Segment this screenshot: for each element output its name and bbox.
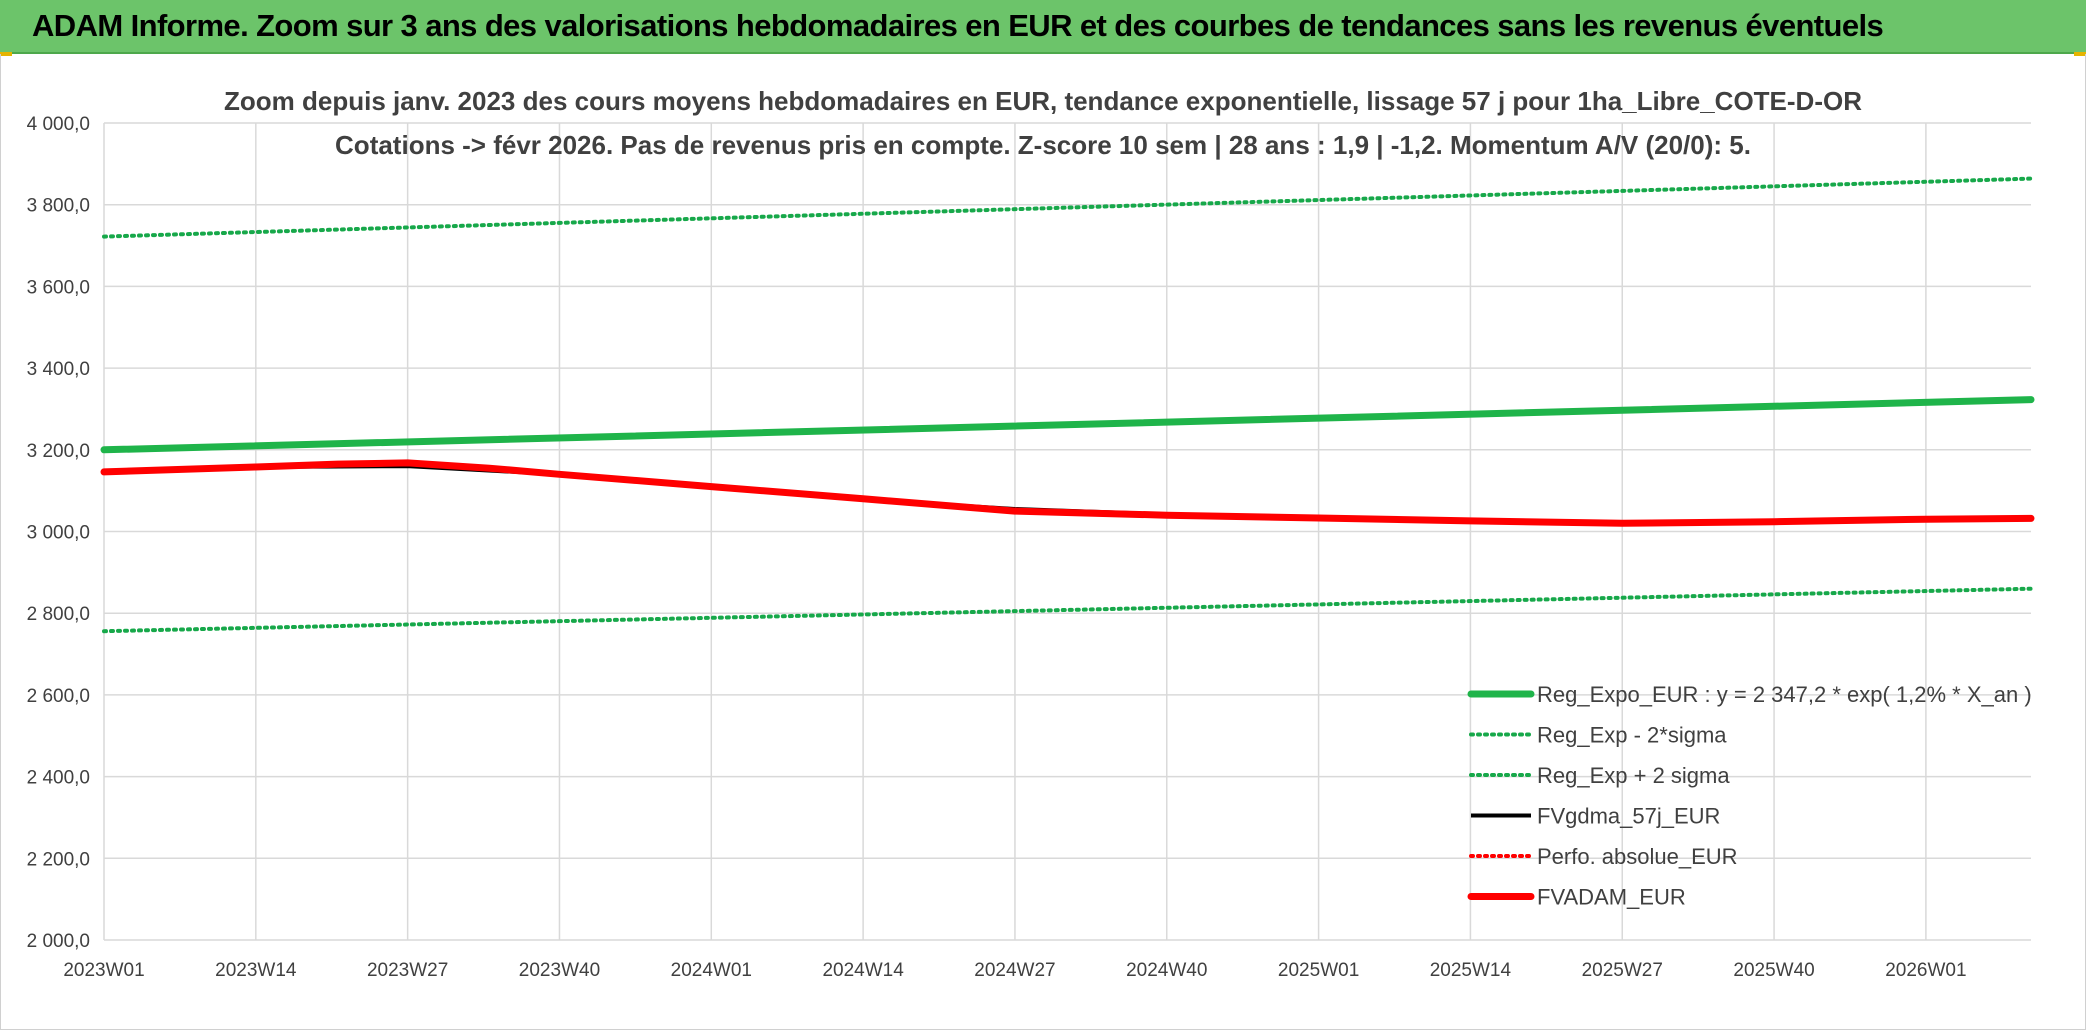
banner-title: ADAM Informe. Zoom sur 3 ans des valoris… — [32, 8, 1884, 43]
series-line-5 — [100, 459, 2035, 527]
x-tick-label: 2024W40 — [1126, 960, 1207, 981]
series-line-2 — [102, 176, 2033, 239]
y-tick-label: 2 200,0 — [27, 849, 90, 870]
x-tick-label: 2024W14 — [822, 960, 904, 981]
corner-accent-left — [0, 52, 12, 56]
line-chart: Zoom depuis janv. 2023 des cours moyens … — [27, 86, 2035, 981]
y-tick-label: 2 800,0 — [27, 604, 90, 625]
chart-title-line-1: Zoom depuis janv. 2023 des cours moyens … — [224, 86, 1862, 116]
report-banner: ADAM Informe. Zoom sur 3 ans des valoris… — [0, 0, 2086, 54]
tick-layer: 2 000,0 2 200,0 2 400,0 2 600,0 2 800,0 3 000… — [27, 114, 1967, 981]
y-tick-label: 3 800,0 — [27, 196, 90, 217]
x-tick-label: 2025W01 — [1278, 960, 1359, 981]
x-tick-label: 2023W14 — [215, 960, 297, 981]
y-tick-label: 2 600,0 — [27, 686, 90, 707]
y-tick-label: 3 000,0 — [27, 523, 90, 544]
y-tick-label: 2 000,0 — [27, 931, 90, 952]
x-tick-label: 2023W27 — [367, 960, 448, 981]
y-tick-label: 2 400,0 — [27, 768, 90, 789]
y-tick-label: 3 400,0 — [27, 359, 90, 380]
x-tick-label: 2026W01 — [1885, 960, 1966, 981]
corner-accent-right — [2074, 52, 2086, 56]
x-tick-label: 2025W27 — [1582, 960, 1663, 981]
x-tick-label: 2023W01 — [63, 960, 144, 981]
grid-layer — [103, 122, 2031, 941]
x-tick-label: 2023W40 — [519, 960, 600, 981]
legend-label: Reg_Exp + 2 sigma — [1537, 763, 1730, 788]
series-line-1 — [102, 586, 2033, 634]
legend-label: Perfo. absolue_EUR — [1537, 844, 1738, 869]
x-tick-label: 2025W14 — [1430, 960, 1512, 981]
chart-legend: Reg_Expo_EUR : y = 2 347,2 * exp( 1,2% *… — [1467, 682, 2032, 910]
legend-label: FVgdma_57j_EUR — [1537, 804, 1720, 829]
series-line-0 — [100, 396, 2035, 454]
y-tick-label: 4 000,0 — [27, 114, 90, 135]
y-tick-label: 3 600,0 — [27, 277, 90, 298]
chart-title-line-2: Cotations -> févr 2026. Pas de revenus p… — [335, 130, 1751, 160]
x-tick-label: 2025W40 — [1733, 960, 1814, 981]
legend-label: Reg_Exp - 2*sigma — [1537, 723, 1727, 748]
legend-label: Reg_Expo_EUR : y = 2 347,2 * exp( 1,2% *… — [1537, 682, 2032, 707]
chart-frame: Zoom depuis janv. 2023 des cours moyens … — [0, 54, 2086, 1030]
y-tick-label: 3 200,0 — [27, 441, 90, 462]
chart-title: Zoom depuis janv. 2023 des cours moyens … — [224, 86, 1862, 160]
series-layer — [100, 176, 2035, 634]
x-tick-label: 2024W27 — [974, 960, 1055, 981]
x-tick-label: 2024W01 — [671, 960, 752, 981]
legend-label: FVADAM_EUR — [1537, 885, 1686, 910]
